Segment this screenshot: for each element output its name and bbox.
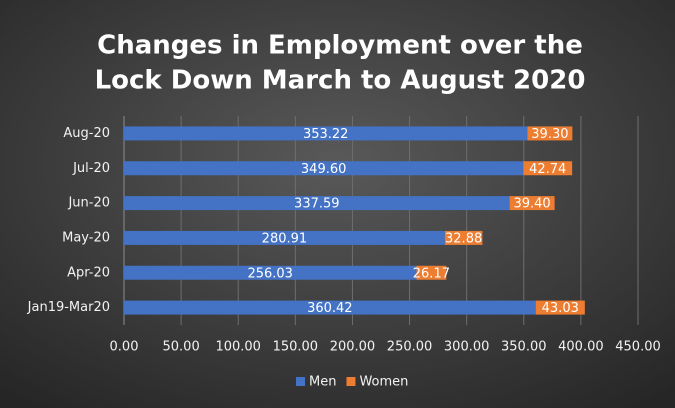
data-label: 337.59 bbox=[294, 197, 340, 212]
x-tick-label: 400.00 bbox=[558, 340, 604, 355]
legend-swatch bbox=[346, 377, 356, 386]
legend-label: Men bbox=[309, 375, 336, 390]
legend-swatch bbox=[296, 377, 305, 386]
x-tick-label: 300.00 bbox=[444, 340, 490, 355]
y-tick-label: Apr-20 bbox=[67, 265, 110, 280]
bar bbox=[527, 126, 573, 141]
x-tick-label: 250.00 bbox=[387, 340, 433, 355]
x-tick-label: 350.00 bbox=[501, 340, 547, 355]
x-tick-label: 200.00 bbox=[330, 340, 376, 355]
chart-title: Lock Down March to August 2020 bbox=[95, 66, 586, 96]
data-label: 360.42 bbox=[307, 301, 353, 316]
bar bbox=[124, 230, 445, 245]
bar bbox=[124, 196, 510, 211]
bar bbox=[444, 230, 483, 245]
x-tick-label: 0.00 bbox=[110, 340, 139, 355]
bar bbox=[124, 161, 524, 176]
chart-title: Changes in Employment over the bbox=[97, 31, 583, 61]
bar bbox=[124, 265, 417, 280]
data-label: 32.88 bbox=[445, 231, 482, 246]
x-tick-label: 150.00 bbox=[273, 340, 319, 355]
y-tick-label: Jan19-Mar20 bbox=[27, 300, 110, 315]
x-tick-label: 100.00 bbox=[215, 340, 261, 355]
bar bbox=[535, 300, 585, 315]
x-tick-label: 50.00 bbox=[163, 340, 200, 355]
data-label: 39.40 bbox=[513, 197, 550, 212]
y-tick-label: Aug-20 bbox=[63, 126, 110, 141]
bar bbox=[416, 265, 447, 280]
data-label: 43.03 bbox=[542, 301, 579, 316]
data-label: 280.91 bbox=[262, 231, 308, 246]
y-tick-label: May-20 bbox=[62, 230, 110, 245]
y-tick-label: Jul-20 bbox=[72, 161, 110, 176]
data-label: 26.17 bbox=[413, 266, 450, 281]
data-label: 39.30 bbox=[531, 127, 568, 142]
x-tick-label: 450.00 bbox=[615, 340, 661, 355]
bar bbox=[523, 161, 573, 176]
y-tick-label: Jun-20 bbox=[67, 196, 110, 211]
data-label: 256.03 bbox=[247, 266, 293, 281]
data-label: 353.22 bbox=[303, 127, 349, 142]
bar bbox=[509, 196, 555, 211]
data-label: 42.74 bbox=[529, 162, 566, 177]
bar bbox=[124, 126, 528, 141]
data-label: 349.60 bbox=[301, 162, 347, 177]
bar bbox=[124, 300, 536, 315]
legend-label: Women bbox=[359, 375, 408, 390]
